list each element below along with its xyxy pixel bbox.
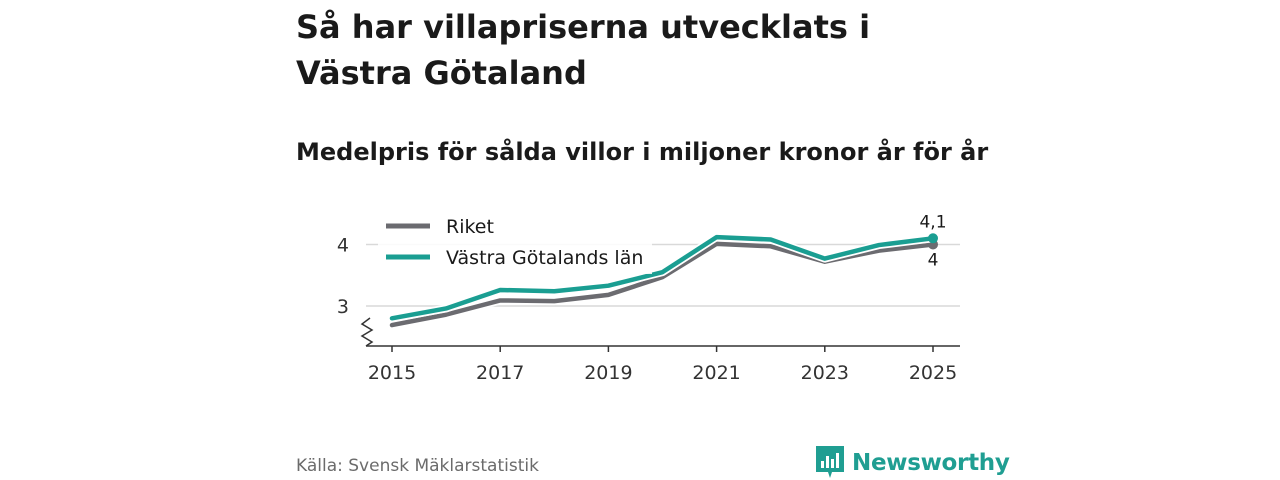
- y-axis: 34: [337, 234, 374, 347]
- x-tick-label: 2017: [476, 362, 524, 384]
- x-tick-label: 2019: [584, 362, 632, 384]
- newsworthy-logo-icon: [816, 446, 844, 478]
- series-end-point-1: [928, 233, 938, 244]
- series-lines: [388, 233, 938, 330]
- end-label-vastra-gotaland: 4,1: [919, 212, 946, 232]
- x-axis: 2015 2017 2019 2021 2023 2025: [366, 345, 960, 384]
- chart-subtitle: Medelpris för sålda villor i miljoner kr…: [296, 138, 989, 166]
- end-label-riket: 4: [928, 250, 939, 270]
- brand-logo: Newsworthy: [816, 446, 1010, 480]
- legend: Riket Västra Götalands län: [378, 208, 652, 274]
- x-tick-label: 2015: [368, 362, 416, 384]
- chart-title: Så har villapriserna utvecklats i Västra…: [296, 8, 871, 92]
- end-labels: 4,14: [919, 212, 946, 270]
- brand-name: Newsworthy: [852, 450, 1010, 476]
- axis-break-icon: [360, 317, 374, 347]
- x-tick-label: 2023: [801, 362, 849, 384]
- y-tick-label: 4: [337, 234, 349, 256]
- legend-label: Riket: [446, 216, 494, 238]
- legend-label: Västra Götalands län: [446, 247, 643, 269]
- series-line-1: [389, 234, 936, 321]
- line-chart: 2015 2017 2019 2021 2023 2025 34 RiketVästra …: [336, 208, 960, 384]
- source-note: Källa: Svensk Mäklarstatistik: [296, 456, 539, 476]
- x-tick-label: 2025: [909, 362, 957, 384]
- x-tick-label: 2021: [692, 362, 740, 384]
- legend-background: [378, 208, 652, 274]
- y-tick-label: 3: [337, 296, 349, 318]
